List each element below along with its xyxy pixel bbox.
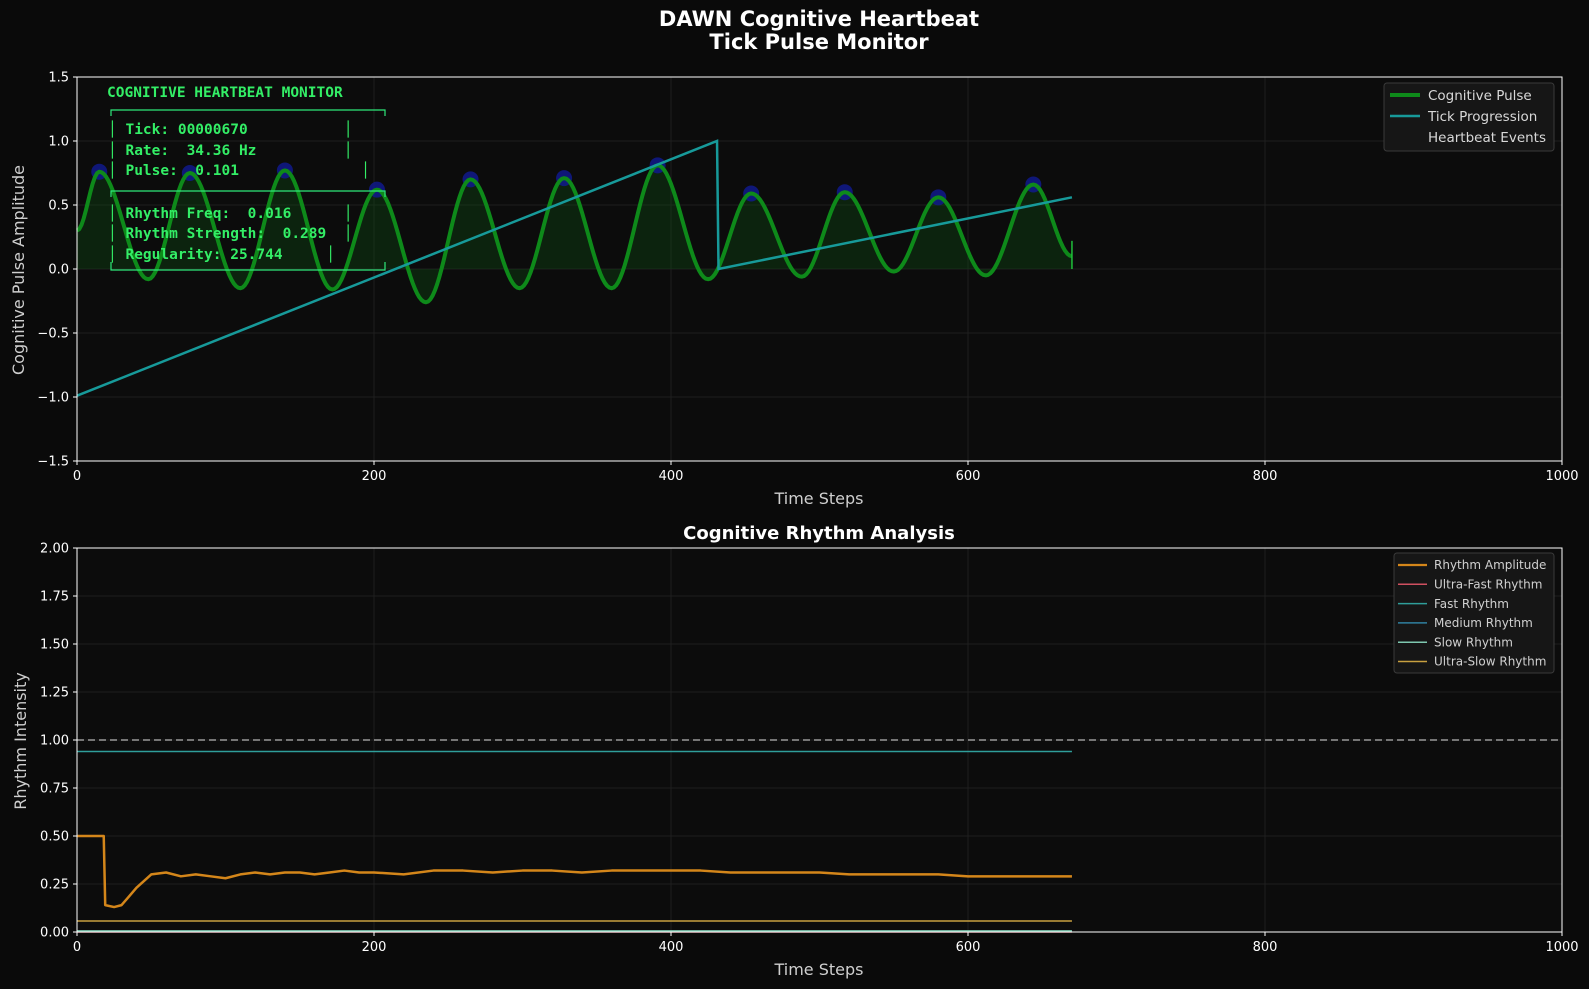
rhythm-legend-box xyxy=(1393,552,1555,674)
legend-label-rhythm-amplitude: Rhythm Amplitude xyxy=(1434,558,1546,572)
legend-label-slow-rhythm: Slow Rhythm xyxy=(1434,635,1513,649)
legend-label-ultra-fast-rhythm: Ultra-Fast Rhythm xyxy=(1434,578,1542,592)
tick-progression-line xyxy=(76,139,1073,397)
pulse-x-tick-label: 600 xyxy=(956,469,981,484)
pulse-x-tick-label: 400 xyxy=(659,469,684,484)
pulse-area-fill xyxy=(77,165,1072,303)
rhythm-x-tick-label: 200 xyxy=(362,940,387,955)
rhythm-y-tick-label: 0.25 xyxy=(40,878,69,893)
pulse-x-tick-label: 0 xyxy=(73,469,81,484)
pulse-y-tick-label: 1.0 xyxy=(48,135,69,150)
rhythm-legend: Rhythm Amplitude Ultra-Fast Rhythm Fast Rh… xyxy=(1393,552,1555,674)
rhythm-axis-ticks: 0 200 400 600 800 1000 0.00 0.25 0.50 0.75 1.00 1.2… xyxy=(40,542,1579,956)
rhythm-panel-title: Cognitive Rhythm Analysis xyxy=(683,523,955,544)
rhythm-y-tick-label: 0.00 xyxy=(40,926,69,941)
pulse-y-axis-label: Cognitive Pulse Amplitude xyxy=(9,165,28,375)
pulse-x-tick-label: 1000 xyxy=(1545,469,1578,484)
legend-label-tick-progression: Tick Progression xyxy=(1427,109,1537,125)
rhythm-y-tick-label: 1.00 xyxy=(40,734,69,749)
legend-label-fast-rhythm: Fast Rhythm xyxy=(1434,597,1509,611)
pulse-y-tick-label: 0.0 xyxy=(48,263,69,278)
monitor-line-rhythm-strength: │ Rhythm Strength: 0.289 │ xyxy=(108,224,352,242)
rhythm-x-tick-label: 600 xyxy=(956,940,981,955)
pulse-y-tick-label: 1.5 xyxy=(48,71,69,86)
heartbeat-monitor-box: COGNITIVE HEARTBEAT MONITOR │ Tick: 0000… xyxy=(107,85,386,271)
monitor-box-top xyxy=(110,109,386,116)
rhythm-y-tick-label: 1.50 xyxy=(40,638,69,653)
rhythm-x-tick-label: 800 xyxy=(1253,940,1278,955)
monitor-line-rhythm-freq: │ Rhythm Freq: 0.016 │ xyxy=(108,204,352,222)
monitor-line-regularity: │ Regularity: 25.744 │ xyxy=(108,245,335,263)
rhythm-panel: Cognitive Rhythm Analysis 0 200 400 600 800 1… xyxy=(11,523,1579,979)
rhythm-x-tick-label: 0 xyxy=(73,940,81,955)
legend-label-cognitive-pulse: Cognitive Pulse xyxy=(1428,88,1532,104)
monitor-box-divider xyxy=(110,190,386,197)
pulse-legend-box xyxy=(1383,82,1555,152)
rhythm-y-tick-label: 0.50 xyxy=(40,830,69,845)
monitor-heading: COGNITIVE HEARTBEAT MONITOR xyxy=(107,85,343,101)
rhythm-y-axis-label: Rhythm Intensity xyxy=(11,672,30,809)
pulse-legend: Cognitive Pulse Tick Progression Heartbe… xyxy=(1383,82,1555,152)
pulse-x-tick-label: 200 xyxy=(362,469,387,484)
rhythm-y-tick-label: 2.00 xyxy=(40,542,69,557)
rhythm-y-tick-label: 1.25 xyxy=(40,686,69,701)
rhythm-x-tick-label: 1000 xyxy=(1545,940,1578,955)
legend-label-heartbeat-events: Heartbeat Events xyxy=(1428,130,1546,146)
rhythm-x-axis-label: Time Steps xyxy=(773,960,863,979)
figure-title-line2: Tick Pulse Monitor xyxy=(709,30,929,54)
pulse-panel: 0 200 400 600 800 1000 −1.5 −1.0 −0.5 0.0 0.5 1.0 1.… xyxy=(9,71,1579,509)
pulse-y-tick-label: −1.0 xyxy=(37,391,69,406)
rhythm-x-tick-label: 400 xyxy=(659,940,684,955)
pulse-x-axis-label: Time Steps xyxy=(773,489,863,508)
rhythm-y-tick-label: 1.75 xyxy=(40,590,69,605)
pulse-y-tick-label: 0.5 xyxy=(48,199,69,214)
rhythm-y-tick-label: 0.75 xyxy=(40,782,69,797)
cognitive-pulse-line xyxy=(75,163,1073,305)
legend-label-medium-rhythm: Medium Rhythm xyxy=(1434,616,1533,630)
pulse-series-layer xyxy=(75,139,1073,397)
pulse-y-tick-label: −0.5 xyxy=(37,327,69,342)
pulse-x-tick-label: 800 xyxy=(1253,469,1278,484)
pulse-y-tick-label: −1.5 xyxy=(37,455,69,470)
monitor-line-rate: │ Rate: 34.36 Hz │ xyxy=(108,141,352,159)
monitor-box-bottom xyxy=(110,262,386,271)
figure-title-line1: DAWN Cognitive Heartbeat xyxy=(659,7,979,31)
monitor-line-pulse: │ Pulse: 0.101 │ xyxy=(108,161,370,179)
rhythm-amplitude-line xyxy=(77,834,1072,909)
pulse-axis-ticks: 0 200 400 600 800 1000 −1.5 −1.0 −0.5 0.0 0.5 1.0 1.… xyxy=(37,71,1578,485)
legend-label-ultra-slow-rhythm: Ultra-Slow Rhythm xyxy=(1434,655,1546,669)
monitor-line-tick: │ Tick: 00000670 │ xyxy=(108,120,352,138)
